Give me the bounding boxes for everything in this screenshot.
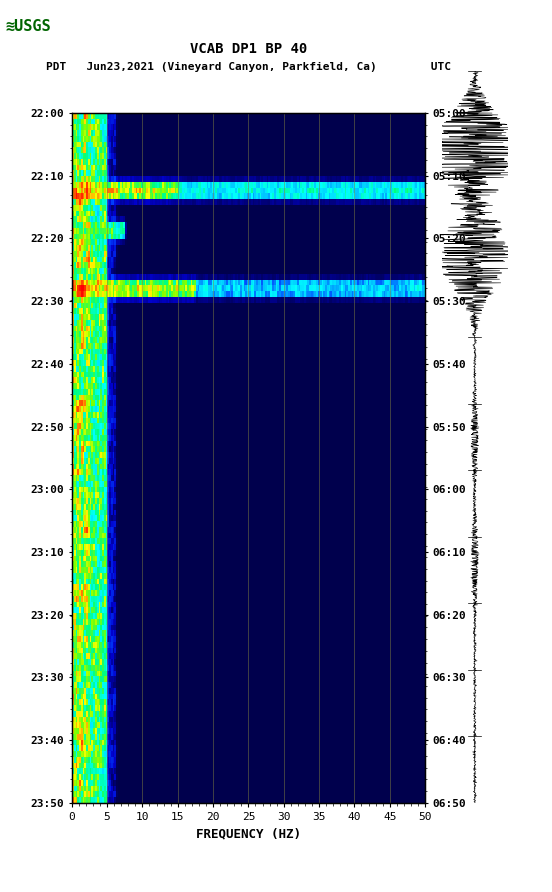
Text: VCAB DP1 BP 40: VCAB DP1 BP 40	[190, 42, 307, 56]
Text: PDT   Jun23,2021 (Vineyard Canyon, Parkfield, Ca)        UTC: PDT Jun23,2021 (Vineyard Canyon, Parkfie…	[46, 62, 451, 72]
Text: ≋USGS: ≋USGS	[6, 20, 51, 34]
X-axis label: FREQUENCY (HZ): FREQUENCY (HZ)	[196, 828, 301, 840]
